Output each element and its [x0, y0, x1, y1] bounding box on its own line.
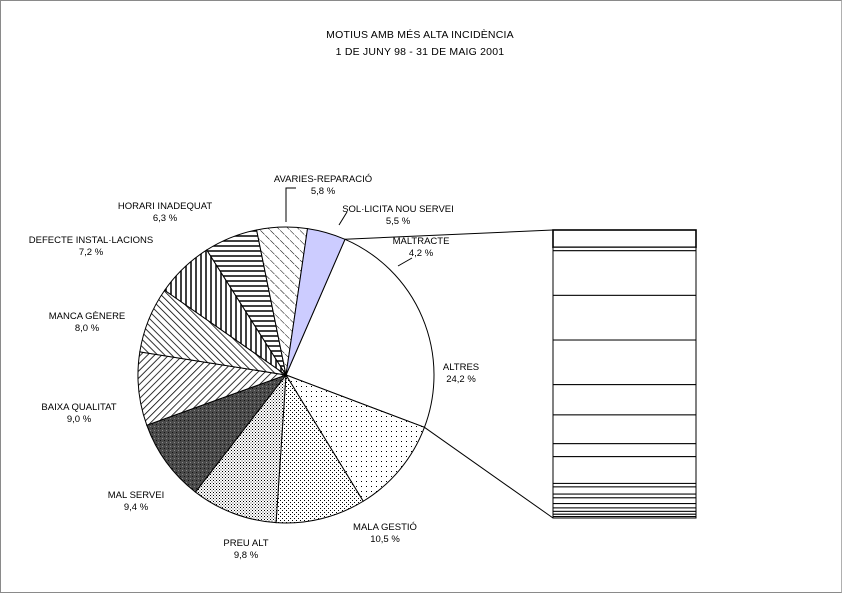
- slice-value-altres: 24,2 %: [446, 374, 476, 385]
- explode-connectors: [344, 229, 554, 519]
- slice-label-defecte-instal-lacions: DEFECTE INSTAL·LACIONS: [29, 235, 153, 246]
- breakdown-segment: [552, 486, 697, 495]
- pie-slice-altres: [285, 238, 435, 428]
- slice-label-preu-alt: PREU ALT: [223, 538, 268, 549]
- slice-label-sol-licita-nou-servei: SOL·LICITA NOU SERVEI: [342, 204, 454, 215]
- leader-line-maltracte: [397, 257, 413, 267]
- pie-slice-preu-alt: [275, 373, 364, 524]
- connector-bottom: [424, 426, 554, 519]
- breakdown-segment: [552, 246, 697, 252]
- breakdown-segment: [552, 294, 697, 341]
- pie-slice-mal-servei: [194, 373, 287, 524]
- breakdown-segment: [552, 503, 697, 509]
- pie-slice-mala-gestio: [284, 374, 426, 502]
- breakdown-segment: [552, 384, 697, 416]
- leader-line-avaries-reparacio: [285, 187, 296, 222]
- leader-line-sol-licita-nou-servei: [338, 211, 348, 226]
- slice-value-baixa-qualitat: 9,0 %: [67, 414, 92, 425]
- slice-value-manca-genere: 8,0 %: [75, 323, 100, 334]
- slice-label-baixa-qualitat: BAIXA QUALITAT: [41, 402, 116, 413]
- slice-value-defecte-instal-lacions: 7,2 %: [79, 247, 104, 258]
- chart-title: MOTIUS AMB MÉS ALTA INCIDÈNCIA: [326, 28, 514, 41]
- breakdown-segment: [552, 250, 697, 296]
- breakdown-segment: [552, 497, 697, 505]
- breakdown-segment: [552, 507, 697, 512]
- connector-top: [344, 229, 554, 240]
- slice-label-mala-gestio: MALA GESTIÓ: [353, 522, 417, 533]
- slice-value-maltracte: 4,2 %: [409, 248, 434, 259]
- pie-slices: [137, 226, 435, 524]
- slice-label-maltracte: MALTRACTE: [393, 236, 450, 247]
- breakdown-segment: [552, 482, 697, 488]
- slice-value-preu-alt: 9,8 %: [234, 550, 259, 561]
- breakdown-segment: [552, 516, 697, 519]
- slice-value-mala-gestio: 10,5 %: [370, 534, 400, 545]
- slice-label-horari-inadequat: HORARI INADEQUAT: [118, 201, 213, 212]
- pie-slice-baixa-qualitat: [146, 373, 288, 493]
- breakdown-segment: [552, 443, 697, 458]
- breakdown-segment: [552, 414, 697, 445]
- slice-value-mal-servei: 9,4 %: [124, 502, 149, 513]
- slice-label-altres: ALTRES: [443, 362, 479, 373]
- pie-slice-maltracte: [285, 228, 346, 376]
- slice-label-mal-servei: MAL SERVEI: [108, 490, 165, 501]
- breakdown-segment: [552, 229, 697, 249]
- slice-value-horari-inadequat: 6,3 %: [153, 213, 178, 224]
- slice-label-avaries-reparacio: AVARIES-REPARACIÓ: [274, 174, 372, 185]
- breakdown-segment: [552, 339, 697, 386]
- chart-subtitle: 1 DE JUNY 98 - 31 DE MAIG 2001: [336, 46, 505, 58]
- slice-value-avaries-reparacio: 5,8 %: [311, 186, 336, 197]
- breakdown-segment: [552, 456, 697, 484]
- breakdown-bar: [552, 229, 697, 519]
- slice-label-manca-genere: MANCA GÈNERE: [49, 311, 126, 322]
- slice-value-sol-licita-nou-servei: 5,5 %: [386, 216, 411, 227]
- breakdown-segment: [552, 493, 697, 499]
